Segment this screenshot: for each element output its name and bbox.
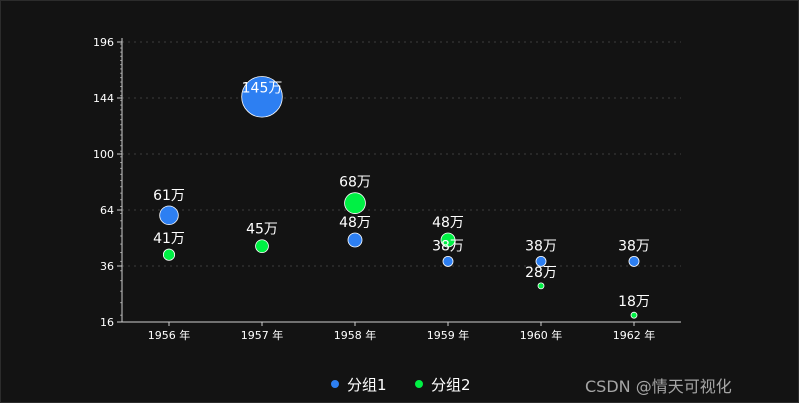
data-label: 48万 <box>432 215 464 231</box>
legend-marker <box>331 380 339 388</box>
axis-layer: 16 36 64 100 144 196 1956 年 1957 年 1958 年 1959 年 1… <box>93 36 681 342</box>
bubble-2 <box>440 232 456 248</box>
data-label: 145万 <box>242 81 283 97</box>
x-tick-label: 1958 年 <box>334 328 377 342</box>
bubble-2 <box>255 239 269 254</box>
bubble-1 <box>442 255 454 267</box>
data-label: 48万 <box>339 215 371 231</box>
x-tick-label: 1962 年 <box>613 328 656 342</box>
x-tick-label: 1957 年 <box>241 328 284 342</box>
x-tick-label: 1959 年 <box>427 328 470 342</box>
y-tick-label: 36 <box>100 260 114 273</box>
label-layer: 61万 145万 48万 38万 38万 38万 41万 45万 68万 48万 28万 18万 <box>153 81 650 311</box>
bubble-layer <box>159 76 640 319</box>
y-tick-label: 16 <box>100 316 114 329</box>
bubble-1 <box>535 255 547 267</box>
data-label: 18万 <box>618 294 650 310</box>
bubble-1 <box>628 255 640 267</box>
data-label: 68万 <box>339 175 371 191</box>
data-label: 41万 <box>153 231 185 247</box>
legend-marker <box>415 380 423 388</box>
data-label: 28万 <box>525 265 557 281</box>
legend-label: 分组2 <box>431 376 471 394</box>
bubble-2 <box>344 192 366 214</box>
x-tick-label: 1960 年 <box>520 328 563 342</box>
y-tick-label: 64 <box>100 204 114 217</box>
grid-layer <box>122 41 681 267</box>
y-tick-label: 144 <box>93 92 114 105</box>
legend-label: 分组1 <box>347 376 387 394</box>
legend: 分组1 分组2 <box>331 376 471 394</box>
bubble-1 <box>347 232 363 248</box>
data-label: 45万 <box>246 222 278 238</box>
data-label: 38万 <box>618 238 650 254</box>
bubble-2 <box>162 248 176 261</box>
x-tick-label: 1956 年 <box>148 328 191 342</box>
y-tick-label: 100 <box>93 148 114 161</box>
bubble-2 <box>537 282 545 290</box>
watermark: CSDN @情天可视化 <box>585 377 732 396</box>
data-label: 38万 <box>432 238 464 254</box>
data-label: 38万 <box>525 238 557 254</box>
bubble-1 <box>241 76 283 118</box>
y-tick-label: 196 <box>93 36 114 49</box>
bubble-1 <box>159 205 179 226</box>
data-label: 61万 <box>153 188 185 204</box>
bubble-2 <box>630 311 638 319</box>
